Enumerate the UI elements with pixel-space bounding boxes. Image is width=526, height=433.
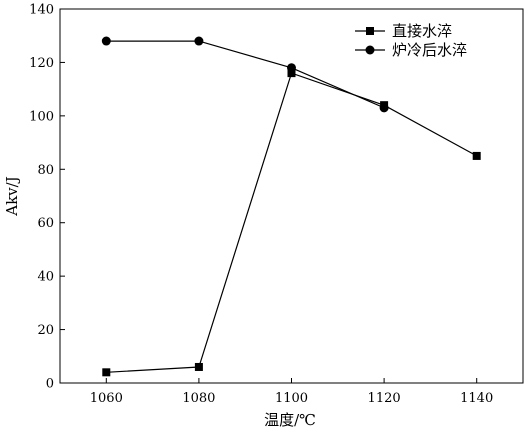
legend: 直接水淬 炉冷后水淬 xyxy=(355,22,467,59)
series-1 xyxy=(102,69,481,377)
data-point-circle xyxy=(101,36,111,46)
x-tick-label: 1100 xyxy=(275,391,308,406)
legend-entry-series-2: 炉冷后水淬 xyxy=(355,41,467,59)
x-tick-label: 1140 xyxy=(460,391,493,406)
legend-entry-series-1: 直接水淬 xyxy=(355,22,452,40)
x-axis-title: 温度/℃ xyxy=(264,411,316,429)
series-1-line xyxy=(106,72,477,373)
data-point-square xyxy=(102,368,111,377)
legend-marker-circle xyxy=(365,45,375,55)
y-tick-label: 120 xyxy=(29,56,54,71)
series-layer xyxy=(101,36,481,377)
data-point-square xyxy=(194,362,203,371)
y-axis-title: Akv/J xyxy=(3,176,21,216)
y-tick-label: 60 xyxy=(37,216,54,231)
data-point-square xyxy=(287,69,296,78)
x-tick-label: 1080 xyxy=(182,391,215,406)
data-point-circle xyxy=(194,36,204,46)
data-point-circle xyxy=(287,63,296,73)
legend-label-series-2: 炉冷后水淬 xyxy=(392,41,467,59)
legend-label-series-1: 直接水淬 xyxy=(392,22,452,40)
y-tick-label: 100 xyxy=(29,109,54,124)
x-tick-label: 1120 xyxy=(368,391,401,406)
y-tick-label: 140 xyxy=(29,3,54,18)
data-point-circle xyxy=(379,103,389,113)
x-axis: 1060 1080 1100 1120 1140 xyxy=(90,378,493,406)
y-tick-label: 80 xyxy=(37,163,54,178)
series-2 xyxy=(101,36,389,113)
y-axis: 0 20 40 60 80 100 120 140 xyxy=(29,3,65,392)
y-tick-label: 0 xyxy=(46,377,54,392)
data-point-square xyxy=(472,151,481,160)
legend-marker-square xyxy=(366,27,374,35)
y-tick-label: 40 xyxy=(37,270,54,285)
x-tick-label: 1060 xyxy=(90,391,123,406)
y-tick-label: 20 xyxy=(37,323,54,338)
series-2-line xyxy=(106,40,385,109)
